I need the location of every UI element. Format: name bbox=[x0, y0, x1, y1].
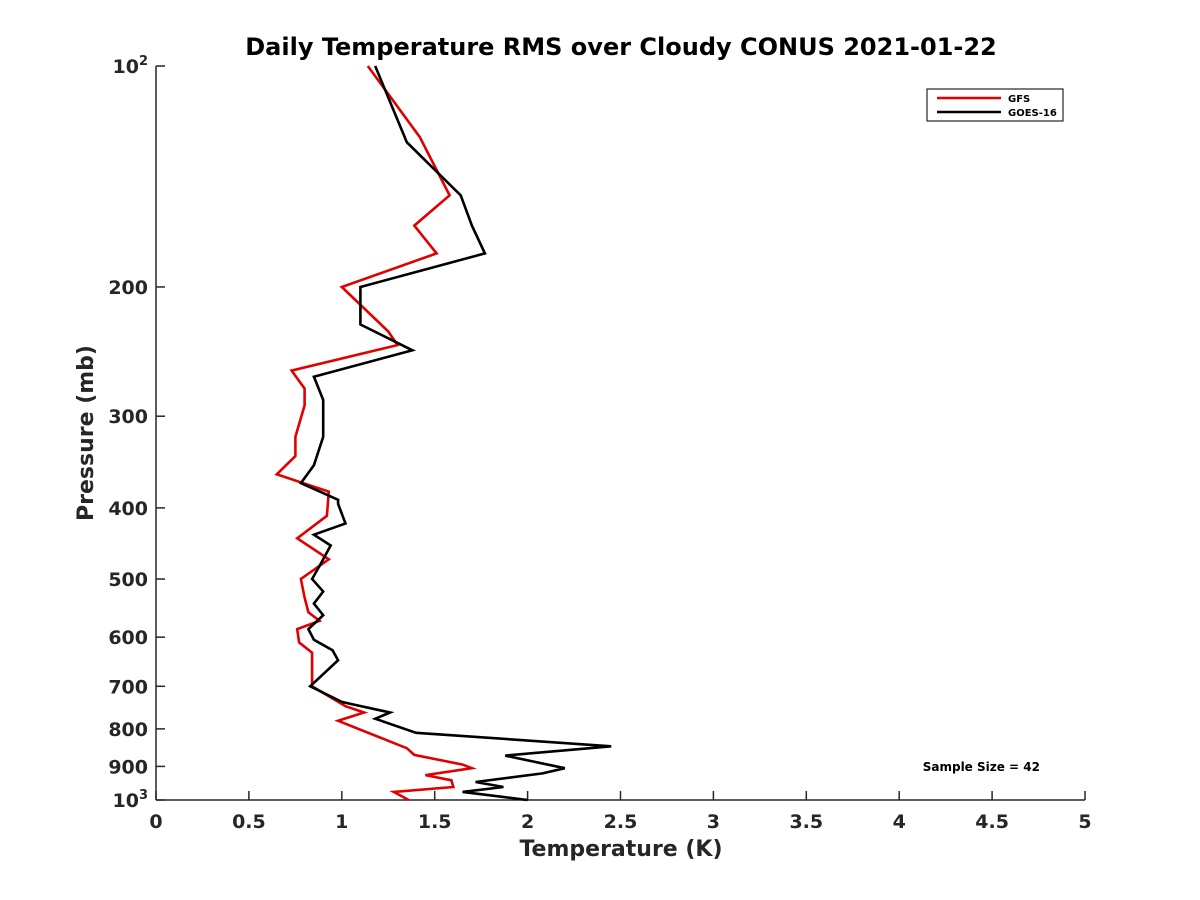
x-tick-label: 4.5 bbox=[975, 811, 1009, 833]
x-tick-label: 0 bbox=[149, 811, 162, 833]
x-tick-label: 4 bbox=[893, 811, 906, 833]
y-tick-label: 400 bbox=[108, 498, 148, 520]
chart-title: Daily Temperature RMS over Cloudy CONUS … bbox=[245, 33, 997, 61]
y-tick-label: 500 bbox=[108, 569, 148, 591]
x-axis-label: Temperature (K) bbox=[519, 837, 722, 862]
y-tick-label: 700 bbox=[108, 676, 148, 698]
x-tick-label: 1 bbox=[335, 811, 348, 833]
y-tick-label: 200 bbox=[108, 277, 148, 299]
y-tick-label: 102 bbox=[113, 54, 149, 78]
x-tick-label: 0.5 bbox=[232, 811, 266, 833]
x-axis-ticks: 0 0.5 1 1.5 2 2.5 3 3.5 4 4.5 5 bbox=[149, 791, 1092, 833]
y-tick-label: 103 bbox=[113, 788, 149, 812]
sample-size-annotation: Sample Size = 42 bbox=[923, 760, 1040, 774]
y-axis-ticks: 102 200 300 400 500 600 700 800 900 103 bbox=[108, 54, 165, 812]
y-tick-label: 600 bbox=[108, 627, 148, 649]
x-tick-label: 2 bbox=[521, 811, 534, 833]
y-tick-label: 800 bbox=[108, 719, 148, 741]
y-tick-label: 900 bbox=[108, 756, 148, 778]
legend-label: GOES-16 bbox=[1008, 108, 1057, 119]
x-tick-label: 3 bbox=[707, 811, 720, 833]
series-line-gfs bbox=[274, 65, 477, 802]
series-line-goes-16 bbox=[298, 65, 612, 802]
y-axis-label: Pressure (mb) bbox=[74, 345, 99, 521]
y-tick-label: 300 bbox=[108, 406, 148, 428]
legend-box bbox=[926, 88, 1064, 122]
series-lines bbox=[274, 65, 612, 802]
legend-label: GFS bbox=[1008, 94, 1030, 105]
legend: GFS GOES-16 bbox=[926, 88, 1064, 122]
x-tick-label: 2.5 bbox=[604, 811, 638, 833]
x-tick-label: 3.5 bbox=[789, 811, 823, 833]
x-tick-label: 1.5 bbox=[418, 811, 452, 833]
x-tick-label: 5 bbox=[1078, 811, 1091, 833]
